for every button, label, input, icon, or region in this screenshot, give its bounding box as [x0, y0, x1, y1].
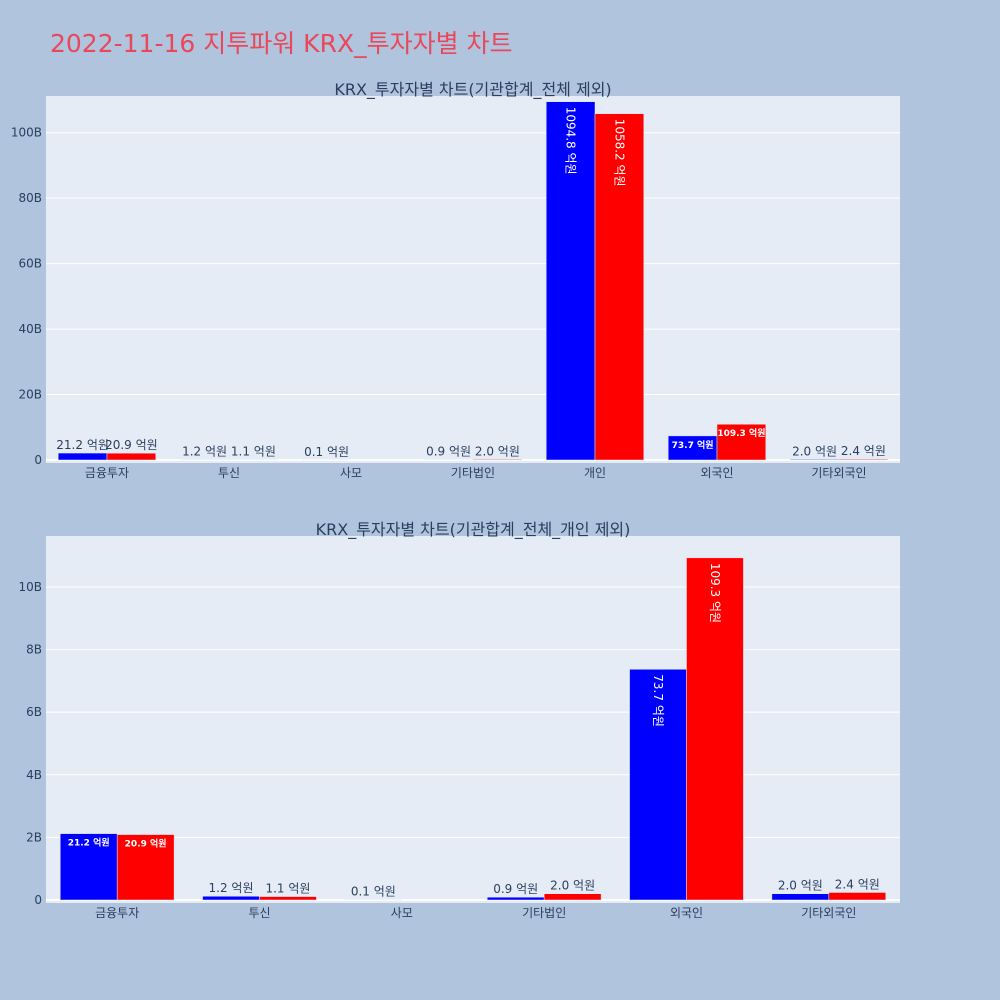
x-tick-label: 개인 — [584, 466, 606, 480]
x-tick-label: 금융투자 — [85, 466, 129, 480]
data-label: 0.1 억원 — [351, 885, 396, 899]
bar — [106, 452, 157, 461]
data-label: 20.9 억원 — [105, 438, 158, 452]
data-label: 1.2 억원 — [209, 881, 254, 895]
data-label: 1.2 억원 — [182, 445, 227, 459]
bar — [202, 895, 260, 901]
bar — [686, 557, 744, 901]
data-label: 2.0 억원 — [778, 879, 823, 893]
chart-title: KRX_투자자별 차트(기관합계_전체_개인 제외) — [316, 520, 631, 540]
plot-area — [46, 536, 900, 903]
data-label: 2.4 억원 — [835, 877, 880, 891]
data-label: 0.9 억원 — [493, 882, 538, 896]
bar — [472, 459, 523, 461]
data-label: 2.4 억원 — [841, 444, 886, 458]
x-tick-label: 투신 — [248, 906, 270, 920]
plot-area — [46, 96, 900, 463]
data-label: 0.1 억원 — [304, 445, 349, 459]
data-label: 1058.2 억원 — [612, 119, 626, 187]
x-tick-label: 투신 — [218, 466, 240, 480]
bar — [629, 669, 687, 901]
data-label: 109.3 억원 — [708, 563, 722, 623]
x-tick-label: 사모 — [391, 906, 413, 920]
y-tick-label: 0 — [34, 893, 42, 907]
x-tick-label: 외국인 — [700, 466, 733, 480]
bar — [667, 435, 718, 461]
data-label: 0.9 억원 — [426, 445, 471, 459]
x-tick-label: 기타외국인 — [801, 906, 856, 920]
y-tick-label: 8B — [26, 643, 42, 657]
y-tick-label: 10B — [18, 580, 42, 594]
y-tick-label: 60B — [18, 257, 42, 271]
bar — [486, 896, 545, 901]
y-tick-label: 4B — [26, 768, 42, 782]
bar — [771, 893, 830, 901]
x-tick-label: 외국인 — [670, 906, 703, 920]
data-label: 20.9 억원 — [125, 838, 167, 850]
x-tick-label: 기타법인 — [522, 906, 566, 920]
x-tick-label: 기타법인 — [451, 466, 495, 480]
chart-title: KRX_투자자별 차트(기관합계_전체 제외) — [334, 80, 611, 100]
bar — [259, 896, 317, 901]
y-tick-label: 2B — [26, 830, 42, 844]
bar — [545, 101, 596, 461]
bar — [594, 113, 645, 461]
data-label: 2.0 억원 — [792, 444, 837, 458]
bar — [116, 834, 175, 901]
data-label: 2.0 억원 — [475, 444, 520, 458]
y-tick-label: 100B — [11, 126, 42, 140]
y-tick-label: 40B — [18, 322, 42, 336]
x-tick-label: 기타외국인 — [811, 466, 866, 480]
bar — [716, 423, 767, 461]
data-label: 73.7 억원 — [672, 439, 714, 451]
bar — [838, 458, 889, 461]
data-label: 21.2 억원 — [68, 837, 110, 849]
data-label: 1.1 억원 — [231, 445, 276, 459]
y-tick-label: 0 — [34, 453, 42, 467]
page-title: 2022-11-16 지투파워 KRX_투자자별 차트 — [50, 29, 513, 58]
data-label: 73.7 억원 — [651, 674, 665, 727]
y-tick-label: 80B — [18, 191, 42, 205]
data-label: 21.2 억원 — [56, 438, 109, 452]
data-label: 1.1 억원 — [265, 882, 310, 896]
bar — [543, 893, 602, 901]
y-tick-label: 20B — [18, 388, 42, 402]
data-label: 109.3 억원 — [717, 427, 765, 439]
y-tick-label: 6B — [26, 705, 42, 719]
data-label: 2.0 억원 — [550, 879, 595, 893]
bar — [828, 892, 887, 901]
x-tick-label: 금융투자 — [95, 906, 139, 920]
data-label: 1094.8 억원 — [564, 107, 578, 175]
x-tick-label: 사모 — [340, 466, 362, 480]
